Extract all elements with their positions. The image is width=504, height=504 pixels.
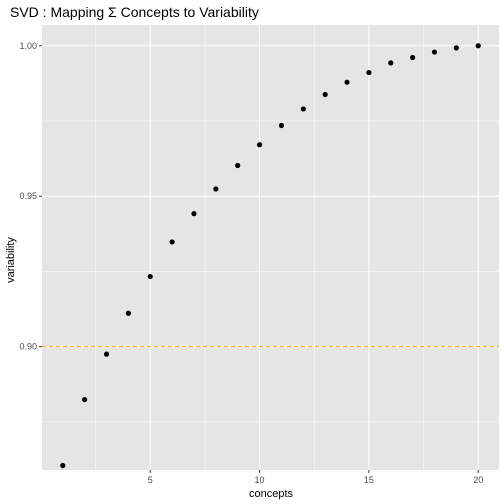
data-point [213, 186, 219, 192]
x-tick-label: 5 [148, 475, 153, 485]
x-tick-label: 10 [255, 475, 265, 485]
y-tick-label: 0.90 [19, 342, 37, 352]
data-point [235, 162, 241, 169]
y-tick-label: 0.95 [19, 191, 37, 201]
x-axis-title: concepts [249, 488, 294, 500]
grid-minor [42, 25, 499, 470]
chart-title: SVD : Mapping Σ Concepts to Variability [10, 4, 259, 20]
y-axis-title: variability [5, 237, 17, 283]
data-point [191, 211, 197, 217]
x-tick-label: 20 [473, 475, 483, 485]
data-point [125, 310, 131, 316]
y-axis-ticks: 0.90 0.95 1.00 [19, 41, 42, 352]
y-tick-label: 1.00 [19, 41, 37, 51]
data-point [475, 43, 481, 49]
data-point [256, 142, 263, 148]
data-point [453, 45, 459, 51]
data-point [431, 49, 438, 55]
data-point [82, 396, 88, 403]
data-point [278, 122, 285, 129]
plot-panel [42, 25, 499, 470]
data-point [344, 79, 350, 85]
data-point [147, 273, 153, 280]
x-axis-ticks: 5 10 15 20 [148, 470, 483, 485]
data-point [103, 351, 110, 357]
data-point [60, 462, 66, 469]
data-point [322, 91, 328, 98]
data-point [410, 54, 416, 61]
data-point [169, 239, 175, 245]
data-point [300, 106, 306, 112]
data-points [60, 43, 481, 469]
x-tick-label: 15 [364, 475, 374, 485]
data-point [388, 60, 394, 66]
data-point [366, 69, 372, 76]
grid-major [42, 25, 499, 470]
